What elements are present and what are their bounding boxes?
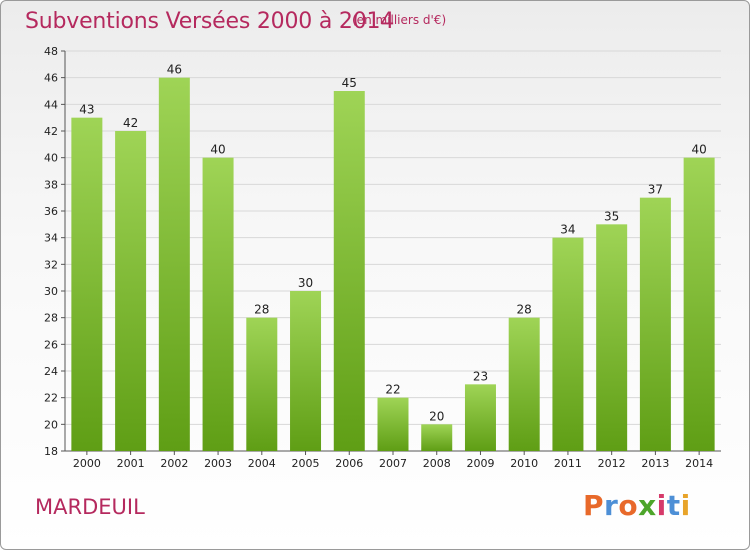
brand-letter: P — [583, 489, 605, 522]
y-tick-label: 28 — [44, 312, 58, 325]
x-tick-label: 2009 — [466, 457, 494, 470]
y-tick-label: 30 — [44, 285, 58, 298]
x-tick-label: 2011 — [554, 457, 582, 470]
data-label: 40 — [210, 143, 225, 157]
bars — [71, 77, 715, 452]
brand-letter: o — [618, 489, 639, 522]
data-label: 43 — [79, 103, 94, 117]
y-tick-label: 48 — [44, 45, 58, 58]
x-tick-label: 2003 — [204, 457, 232, 470]
bar-2002 — [158, 77, 190, 452]
data-label: 46 — [167, 63, 182, 77]
bar-2013 — [639, 197, 671, 451]
proxiti-logo: Proxiti — [583, 489, 691, 522]
x-tick-label: 2012 — [598, 457, 626, 470]
data-label: 40 — [691, 143, 706, 157]
x-tick-label: 2008 — [423, 457, 451, 470]
chart-unit: (en milliers d'€) — [352, 13, 447, 27]
y-tick-label: 40 — [44, 152, 58, 165]
brand-letter: t — [666, 489, 681, 522]
y-tick-label: 34 — [44, 232, 58, 245]
data-label: 22 — [385, 383, 400, 397]
x-tick-label: 2013 — [641, 457, 669, 470]
bar-2011 — [552, 237, 584, 451]
bar-2014 — [683, 157, 715, 451]
y-tick-label: 26 — [44, 338, 58, 351]
labels: 2000 43 2001 42 2002 46 2003 40 2004 28 2005 30 2006… — [73, 63, 713, 470]
x-tick-label: 2005 — [292, 457, 320, 470]
bar-2005 — [290, 291, 322, 451]
data-label: 42 — [123, 116, 138, 130]
bar-2004 — [246, 317, 278, 451]
bar-2003 — [202, 157, 234, 451]
data-label: 28 — [517, 303, 532, 317]
data-label: 37 — [648, 183, 663, 197]
bar-2008 — [421, 424, 453, 451]
data-label: 45 — [342, 76, 357, 90]
y-tick-label: 38 — [44, 178, 58, 191]
x-tick-label: 2004 — [248, 457, 276, 470]
bar-2010 — [508, 317, 540, 451]
brand-letter: x — [638, 489, 657, 522]
data-label: 30 — [298, 276, 313, 290]
y-tick-label: 20 — [44, 418, 58, 431]
bar-2007 — [377, 397, 409, 451]
y-tick-label: 42 — [44, 125, 58, 138]
x-tick-label: 2006 — [335, 457, 363, 470]
bar-2000 — [71, 117, 103, 452]
x-tick-label: 2014 — [685, 457, 713, 470]
x-tick-label: 2001 — [117, 457, 145, 470]
data-label: 28 — [254, 303, 269, 317]
commune-name: MARDEUIL — [35, 495, 145, 519]
x-tick-label: 2007 — [379, 457, 407, 470]
data-label: 34 — [560, 223, 575, 237]
x-tick-label: 2002 — [160, 457, 188, 470]
data-label: 20 — [429, 409, 444, 423]
brand-letter: i — [656, 489, 667, 522]
y-tick-label: 46 — [44, 72, 58, 85]
bar-2012 — [596, 224, 628, 451]
y-tick-label: 36 — [44, 205, 58, 218]
data-label: 35 — [604, 209, 619, 223]
bar-2006 — [333, 91, 365, 451]
chart-title: Subventions Versées 2000 à 2014 — [25, 9, 395, 34]
y-tick-label: 22 — [44, 392, 58, 405]
x-tick-label: 2010 — [510, 457, 538, 470]
x-tick-label: 2000 — [73, 457, 101, 470]
brand-letter: i — [680, 489, 691, 522]
y-tick-label: 32 — [44, 258, 58, 271]
y-tick-label: 44 — [44, 98, 58, 111]
bar-2009 — [464, 384, 496, 451]
y-tick-label: 24 — [44, 365, 58, 378]
y-tick-label: 18 — [44, 445, 58, 458]
data-label: 23 — [473, 369, 488, 383]
brand-letter: r — [604, 489, 619, 522]
bar-2001 — [115, 131, 147, 451]
